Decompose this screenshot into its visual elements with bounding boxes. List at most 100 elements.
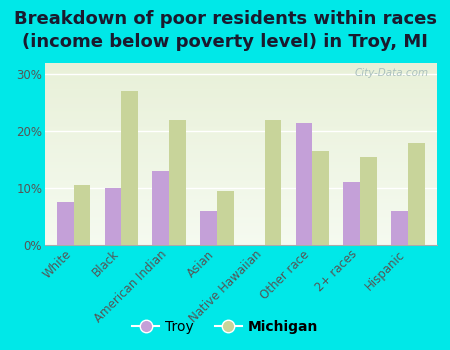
Bar [45,160,436,161]
Bar [45,221,436,222]
Bar [45,133,436,134]
Bar [45,99,436,100]
Bar [45,88,436,89]
Bar [45,243,436,244]
Bar [45,212,436,213]
Bar [45,98,436,99]
Bar [45,203,436,204]
Bar [45,223,436,224]
Bar [122,91,138,245]
Bar [45,157,436,158]
Bar [45,94,436,95]
Bar [105,188,122,245]
Bar [45,214,436,215]
Bar [45,136,436,137]
Bar [45,190,436,191]
Bar [45,107,436,108]
Bar [45,222,436,223]
Bar [45,106,436,107]
Bar [45,111,436,112]
Bar [391,211,408,245]
Bar [45,128,436,130]
Bar [45,147,436,148]
Bar [45,208,436,209]
Bar [45,195,436,196]
Bar [45,127,436,128]
Text: Breakdown of poor residents within races
(income below poverty level) in Troy, M: Breakdown of poor residents within races… [14,10,436,51]
Bar [45,79,436,80]
Bar [45,165,436,166]
Bar [45,159,436,160]
Bar [45,96,436,97]
Bar [45,118,436,119]
Bar [45,121,436,122]
Bar [343,182,360,245]
Bar [45,119,436,120]
Bar [45,232,436,233]
Bar [45,187,436,188]
Bar [45,120,436,121]
Bar [45,193,436,194]
Bar [45,237,436,238]
Bar [200,211,217,245]
Bar [45,76,436,77]
Bar [45,112,436,113]
Bar [45,201,436,202]
Bar [45,146,436,147]
Bar [45,143,436,144]
Bar [45,234,436,235]
Bar [45,175,436,176]
Bar [45,184,436,185]
Bar [45,242,436,243]
Bar [45,241,436,242]
Bar [45,178,436,180]
Bar [265,120,281,245]
Bar [45,211,436,212]
Bar [45,227,436,228]
Bar [45,95,436,96]
Bar [45,101,436,102]
Bar [45,83,436,84]
Bar [45,231,436,232]
Bar [45,171,436,172]
Bar [45,114,436,115]
Bar [408,143,424,245]
Bar [45,238,436,239]
Bar [45,63,436,64]
Bar [45,123,436,124]
Bar [45,229,436,230]
Bar [45,134,436,135]
Bar [45,164,436,165]
Bar [45,228,436,229]
Bar [45,172,436,173]
Bar [45,189,436,190]
Bar [45,186,436,187]
Bar [45,71,436,72]
Bar [45,74,436,75]
Bar [45,151,436,152]
Bar [312,151,329,245]
Bar [45,173,436,174]
Bar [57,202,74,245]
Bar [45,226,436,227]
Bar [45,141,436,142]
Bar [45,215,436,216]
Bar [45,117,436,118]
Bar [45,104,436,105]
Bar [45,154,436,155]
Bar [45,180,436,181]
Bar [45,196,436,197]
Bar [45,182,436,183]
Bar [45,89,436,90]
Bar [45,218,436,219]
Bar [45,131,436,132]
Bar [45,161,436,162]
Bar [360,157,377,245]
Bar [45,64,436,65]
Bar [45,183,436,184]
Bar [45,90,436,91]
Bar [45,168,436,169]
Bar [45,244,436,245]
Bar [45,209,436,210]
Bar [45,86,436,87]
